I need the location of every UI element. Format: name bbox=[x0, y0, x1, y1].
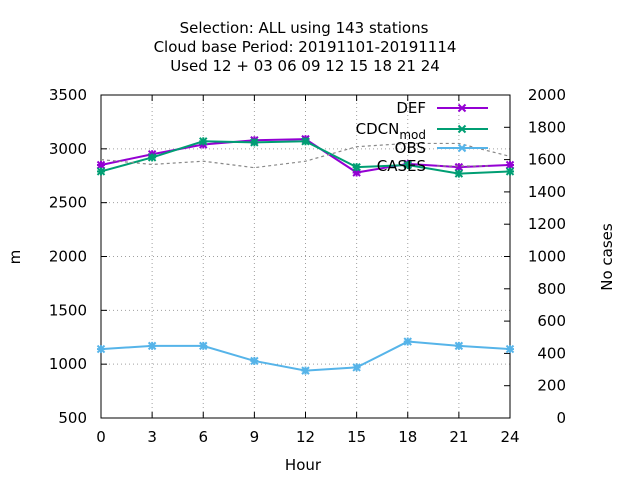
y2-tick-label: 1400 bbox=[528, 183, 566, 201]
series-point-obs bbox=[505, 344, 515, 354]
series-point-obs bbox=[301, 366, 310, 375]
y2-tick-label: 800 bbox=[537, 280, 566, 298]
x-axis-label: Hour bbox=[285, 456, 322, 474]
x-tick-label: 15 bbox=[347, 428, 366, 446]
series-point-obs bbox=[403, 337, 412, 346]
x-tick-label: 0 bbox=[96, 428, 106, 446]
x-tick-label: 18 bbox=[398, 428, 417, 446]
legend-marker bbox=[457, 143, 467, 153]
y2-tick-label: 2000 bbox=[528, 86, 566, 104]
title-line-3: Used 12 + 03 06 09 12 15 18 21 24 bbox=[170, 57, 440, 75]
legend-marker bbox=[457, 124, 467, 134]
series-point-cdcn_mod bbox=[250, 138, 259, 147]
legend-label-def: DEF bbox=[396, 99, 426, 117]
series-layer bbox=[96, 134, 515, 375]
axes: 0 3 6 9 12 15 18 21 2450010001500200025003000350… bbox=[49, 86, 566, 446]
series-point-obs bbox=[250, 356, 259, 366]
x-tick-label: 21 bbox=[449, 428, 468, 446]
y-tick-label: 3500 bbox=[49, 86, 87, 104]
y-tick-label: 3000 bbox=[49, 140, 87, 158]
legend-label-cases: CASES bbox=[377, 157, 426, 175]
chart-title: Selection: ALL using 143 stations Cloud … bbox=[154, 19, 457, 75]
series-point-obs bbox=[352, 363, 361, 372]
x-tick-label: 3 bbox=[147, 428, 157, 446]
series-point-cdcn_mod bbox=[352, 162, 361, 172]
legend-marker bbox=[457, 103, 467, 113]
series-point-obs bbox=[199, 341, 208, 351]
series-point-cdcn_mod bbox=[301, 137, 310, 146]
y2-tick-label: 1800 bbox=[528, 118, 566, 136]
series-point-obs bbox=[147, 341, 157, 351]
x-tick-label: 6 bbox=[198, 428, 208, 446]
series-line-cases bbox=[100, 142, 511, 169]
x-tick-label: 12 bbox=[296, 428, 315, 446]
series-point-cdcn_mod bbox=[454, 169, 464, 178]
legend-label-obs: OBS bbox=[395, 139, 426, 157]
y2-axis-label: No cases bbox=[598, 223, 616, 291]
series-point-obs bbox=[454, 341, 464, 351]
x-tick-label: 24 bbox=[500, 428, 519, 446]
series-point-cdcn_mod bbox=[199, 137, 208, 146]
series-point-cdcn_mod bbox=[96, 167, 106, 176]
series-line-cdcn_mod bbox=[100, 140, 511, 175]
y2-tick-label: 1000 bbox=[528, 248, 566, 266]
y2-tick-label: 0 bbox=[556, 409, 566, 427]
y-tick-label: 2000 bbox=[49, 248, 87, 266]
y-tick-label: 500 bbox=[58, 409, 87, 427]
grid bbox=[101, 95, 510, 418]
series-point-cdcn_mod bbox=[505, 167, 515, 176]
y2-tick-label: 200 bbox=[537, 377, 566, 395]
y-axis-label: m bbox=[6, 250, 24, 265]
y2-tick-label: 1600 bbox=[528, 151, 566, 169]
y2-tick-label: 600 bbox=[537, 312, 566, 330]
series-point-cdcn_mod bbox=[147, 153, 157, 162]
legend-label-cdcn_mod: CDCNmod bbox=[356, 120, 426, 142]
y-tick-label: 2500 bbox=[49, 194, 87, 212]
title-line-1: Selection: ALL using 143 stations bbox=[180, 19, 429, 37]
series-point-def bbox=[96, 160, 106, 170]
series-point-cdcn_mod bbox=[403, 160, 412, 170]
x-tick-label: 9 bbox=[250, 428, 260, 446]
series-point-obs bbox=[96, 344, 106, 354]
y2-tick-label: 1200 bbox=[528, 215, 566, 233]
title-line-2: Cloud base Period: 20191101-20191114 bbox=[154, 38, 457, 56]
y2-tick-label: 400 bbox=[537, 344, 566, 362]
y-tick-label: 1500 bbox=[49, 301, 87, 319]
y-tick-label: 1000 bbox=[49, 355, 87, 373]
series-line-obs bbox=[100, 340, 511, 372]
